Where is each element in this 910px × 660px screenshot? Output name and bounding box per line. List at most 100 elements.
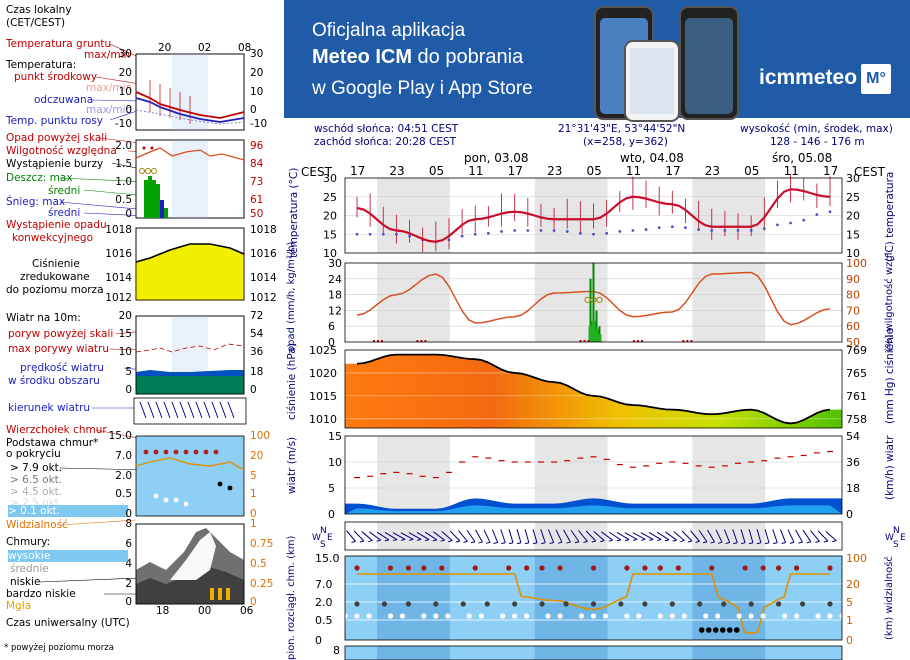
winddir-frame (344, 521, 843, 551)
wind-arrow (601, 531, 613, 541)
legend-cloud-base: Podstawa chmur* (6, 437, 99, 449)
wind-arrow-head (463, 540, 468, 543)
local-time-title: Czas lokalny (6, 4, 72, 16)
legend-temp-mid: punkt środkowy (14, 71, 98, 83)
legend-time-tick: 20 (158, 42, 172, 54)
legend-temp-tick: 10 (250, 86, 264, 98)
wind-panel: 15 54 10 36 5 18 0 0 (328, 430, 860, 521)
dew-point (381, 232, 385, 236)
wind-tick-left: 5 (328, 482, 335, 495)
wind-arrow-head (478, 541, 483, 544)
wind-arrow (483, 529, 491, 543)
legend-temp-tick: 10 (118, 86, 132, 98)
cloud-tick-right: 5 (846, 596, 853, 609)
hour-label: 05 (587, 164, 602, 178)
wind-arrow-head (384, 539, 389, 542)
legend-precip-tick: 0 (125, 208, 132, 220)
cloud-base-dot-dark (726, 627, 733, 633)
hour-label: 23 (389, 164, 404, 178)
app-banner[interactable]: Oficjalna aplikacja Meteo ICM do pobrani… (284, 0, 910, 122)
legend-temp-tick: 20 (250, 67, 264, 79)
dew-point (723, 229, 727, 232)
dew-point (578, 231, 582, 235)
cloud-tick-right: 100 (846, 552, 867, 565)
precip-tick-left: 12 (328, 304, 342, 317)
wind-arrow (732, 529, 738, 543)
night-band (377, 646, 450, 660)
night-band (534, 522, 608, 550)
dew-point (697, 228, 701, 231)
night-band (534, 646, 608, 660)
legend-humidity-tick: 73 (250, 176, 264, 188)
legend-clouds-tick: 8 (125, 518, 132, 530)
wind-arrow (640, 532, 654, 540)
wind-arrow (547, 529, 555, 543)
legend-clouds-tick: 0.5 (250, 558, 267, 570)
altitude-label: wysokość (min, środek, max) (740, 123, 893, 135)
cloud-base-dot-light (760, 613, 766, 619)
precip-tick-left: 6 (328, 320, 335, 333)
precip-frame (344, 262, 843, 343)
cloud-tick-right: 1 (846, 614, 853, 627)
wind-arrow-head (549, 542, 554, 544)
dew-point (605, 231, 609, 235)
wind-arrow-head (748, 542, 754, 545)
legend-precip-tick: 2.0 (115, 140, 132, 152)
wind-arrow-head (566, 541, 571, 544)
wind-arrow-head (524, 542, 530, 545)
wind-arrow-head (648, 538, 654, 541)
legend-temp-maxmin: max/min (86, 82, 133, 94)
wind-arrow-head (687, 540, 693, 543)
dew-point (486, 231, 490, 235)
dew-point (513, 229, 517, 232)
legend-wind-tick: 36 (250, 346, 264, 358)
legend-visibility-tick: 0 (250, 508, 257, 520)
pressure-tick-right: 769 (846, 344, 867, 357)
wind-arrow (563, 529, 571, 543)
cloud-base-dot (618, 601, 624, 607)
cloud-base-dot-light (366, 613, 372, 619)
wind-arrow (441, 531, 453, 541)
cloud-base-dot (669, 601, 675, 607)
legend-visibility-tick: 100 (250, 430, 271, 442)
legend-clouds-tick: 0.75 (250, 538, 274, 550)
precip-tick-left: 24 (328, 273, 342, 286)
wind-arrow (690, 530, 700, 542)
cloud-base-dot-light (578, 613, 585, 619)
cloud-base-dot-light (748, 613, 754, 619)
clouds-tick-left: 8 (333, 644, 340, 657)
legend-wind-tick: 10 (118, 346, 132, 358)
wind-arrow (555, 529, 563, 543)
legend-temp-tick: -10 (250, 118, 268, 130)
wind-arrow-head (440, 539, 445, 542)
cloud-tick-left: 0.5 (315, 614, 333, 627)
wind-tick-left: 10 (328, 456, 342, 469)
legend-precip-tick: 0.5 (115, 194, 132, 206)
clouds-frame (344, 645, 843, 660)
legend-clouds-tick: 0 (250, 596, 257, 608)
precip-bar-mid (597, 334, 602, 342)
precip-ylabel-left: opad (mm/h, kg/m²/h) (286, 241, 297, 352)
temp-tick-left: 25 (323, 191, 337, 204)
day-label: śro, 05.08 (772, 151, 832, 165)
wind-arrow-head (448, 540, 453, 543)
legend-pressure-tick: 1012 (250, 292, 277, 304)
hour-label: 11 (626, 164, 641, 178)
hour-label: 05 (429, 164, 444, 178)
cloud-top-dot (472, 565, 478, 571)
legend-storm: Wystąpienie burzy (6, 158, 104, 170)
wind-arrow (475, 529, 483, 543)
footnote: * powyżej poziomu morza (4, 643, 114, 653)
wind-arrow-head (680, 540, 685, 543)
cloud-top-dot (709, 565, 715, 571)
dew-point (552, 229, 556, 232)
cloud-tick-right: 0 (846, 634, 853, 647)
legend-cloudbase-tick: 0 (125, 508, 132, 520)
legend-temp-tick: 20 (118, 67, 132, 79)
legend-time-tick: 08 (238, 42, 252, 54)
cloud-base-dot (381, 601, 388, 607)
wind-arrow (681, 530, 693, 542)
pressure-panel: 1025 769 1020 765 1015 761 1010 758 (309, 344, 867, 429)
utc-tick: 06 (240, 605, 254, 617)
